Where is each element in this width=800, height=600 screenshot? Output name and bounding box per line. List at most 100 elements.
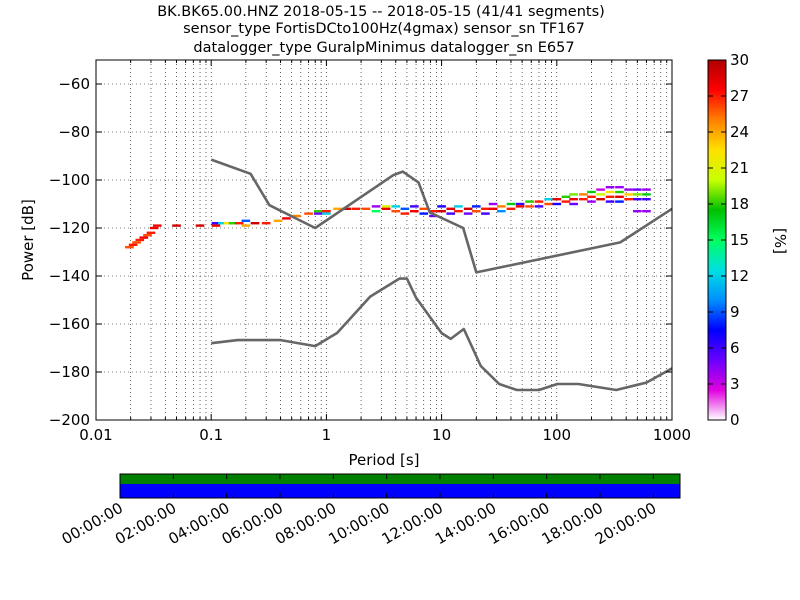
timeline-bars: [120, 474, 680, 498]
ppsd-cell: [437, 205, 446, 208]
ppsd-cell: [351, 207, 361, 210]
ppsd-cell: [419, 207, 429, 210]
y-tick-label: −200: [49, 411, 90, 429]
ppsd-cell: [437, 210, 446, 213]
ppsd-cell: [446, 212, 456, 215]
ppsd-cell: [463, 207, 473, 210]
ppsd-cell: [561, 195, 571, 198]
ppsd-cell: [322, 212, 331, 215]
ppsd-cell: [211, 222, 221, 225]
ppsd-cell: [410, 210, 419, 213]
ppsd-cell: [195, 224, 205, 227]
ppsd-cell: [234, 222, 244, 225]
ppsd-cell: [605, 195, 615, 198]
ppsd-cell: [552, 198, 562, 201]
ppsd-cell: [615, 186, 624, 189]
ppsd-cell: [587, 195, 596, 198]
ppsd-cell: [633, 188, 642, 191]
ppsd-cell: [304, 212, 313, 215]
colorbar-tick-label: 18: [730, 195, 749, 213]
y-tick-label: −120: [49, 219, 90, 237]
ppsd-cell: [642, 210, 651, 213]
ppsd-cell: [506, 202, 516, 206]
ppsd-cell: [569, 198, 578, 201]
x-tick-label: 1000: [653, 426, 691, 444]
ppsd-cell: [152, 224, 162, 227]
x-tick-label: 100: [542, 426, 571, 444]
ppsd-cell: [615, 200, 624, 203]
colorbar-tick-label: 27: [730, 87, 749, 105]
ppsd-cell: [481, 212, 490, 215]
ppsd-cell: [132, 241, 141, 244]
ppsd-cell: [172, 224, 181, 227]
ppsd-cell: [525, 200, 534, 203]
timeline-tick-label: 20:00:00: [592, 499, 659, 548]
colorbar-tick-label: 0: [730, 411, 740, 429]
ppsd-cell: [552, 202, 562, 206]
x-tick-label: 1: [322, 426, 332, 444]
ppsd-cell: [292, 214, 301, 218]
noise-model-nlnm: [211, 277, 673, 392]
ppsd-cell: [149, 226, 159, 230]
colorbar-tick-label: 9: [730, 303, 740, 321]
plot-frame: [95, 59, 673, 421]
ppsd-cell: [218, 222, 227, 225]
ppsd-cell: [454, 205, 463, 208]
timeline-frame: [119, 473, 681, 499]
ppsd-cell: [139, 236, 149, 239]
ppsd-cell: [463, 212, 473, 215]
ppsd-histogram: [125, 186, 651, 249]
ppsd-cell: [642, 198, 651, 201]
ppsd-cell: [497, 205, 506, 208]
ppsd-cell: [587, 200, 596, 203]
ppsd-cell: [333, 207, 342, 210]
ppsd-cell: [515, 202, 525, 206]
colorbar-tick-label: 6: [730, 339, 740, 357]
x-tick-label: 0.01: [79, 426, 112, 444]
ppsd-cell: [605, 186, 615, 189]
ppsd-cell: [534, 200, 544, 203]
ppsd-cell: [342, 207, 351, 210]
ppsd-cell: [596, 198, 605, 201]
ppsd-cell: [454, 210, 463, 213]
ppsd-cell: [241, 224, 251, 227]
ppsd-cell: [128, 243, 138, 246]
ppsd-cell: [410, 205, 419, 208]
timeline-segment-top: [120, 474, 680, 484]
ppsd-cell: [429, 214, 438, 218]
ppsd-cell: [361, 207, 371, 210]
colorbar-label: [%]: [771, 228, 789, 254]
ppsd-cell: [400, 207, 410, 210]
colorbar-tick-label: 21: [730, 159, 749, 177]
ppsd-cell: [579, 193, 588, 196]
y-tick-label: −80: [58, 123, 90, 141]
ppsd-cell: [642, 193, 651, 196]
ppsd-cell: [471, 210, 481, 213]
ppsd-cell: [624, 198, 633, 201]
ppsd-cell: [261, 222, 271, 225]
noise-model-nhnm: [210, 158, 673, 274]
ppsd-cell: [391, 205, 401, 208]
colorbar-tick-label: 24: [730, 123, 749, 141]
plot-grid: [95, 60, 672, 421]
ppsd-cell: [143, 234, 152, 237]
title-line-1: BK.BK65.00.HNZ 2018-05-15 -- 2018-05-15 …: [157, 4, 605, 20]
ppsd-cell: [624, 193, 633, 196]
y-tick-label: −100: [49, 171, 90, 189]
ppsd-cell: [241, 219, 251, 222]
ppsd-cell: [313, 210, 323, 213]
ppsd-cell: [391, 210, 401, 213]
ppsd-cell: [146, 231, 156, 234]
noise-models: [210, 158, 673, 392]
ppsd-cell: [211, 224, 221, 227]
y-tick-label: −180: [49, 363, 90, 381]
ppsd-cell: [633, 210, 642, 213]
ppsd-cell: [313, 212, 323, 215]
ppsd-cell: [615, 190, 624, 194]
ppsd-cell: [569, 193, 578, 196]
ppsd-cell: [596, 188, 605, 191]
ppsd-cell: [223, 222, 233, 225]
ppsd-cell: [544, 198, 553, 201]
ppsd-cell: [125, 246, 134, 249]
ppsd-cell: [569, 202, 578, 206]
